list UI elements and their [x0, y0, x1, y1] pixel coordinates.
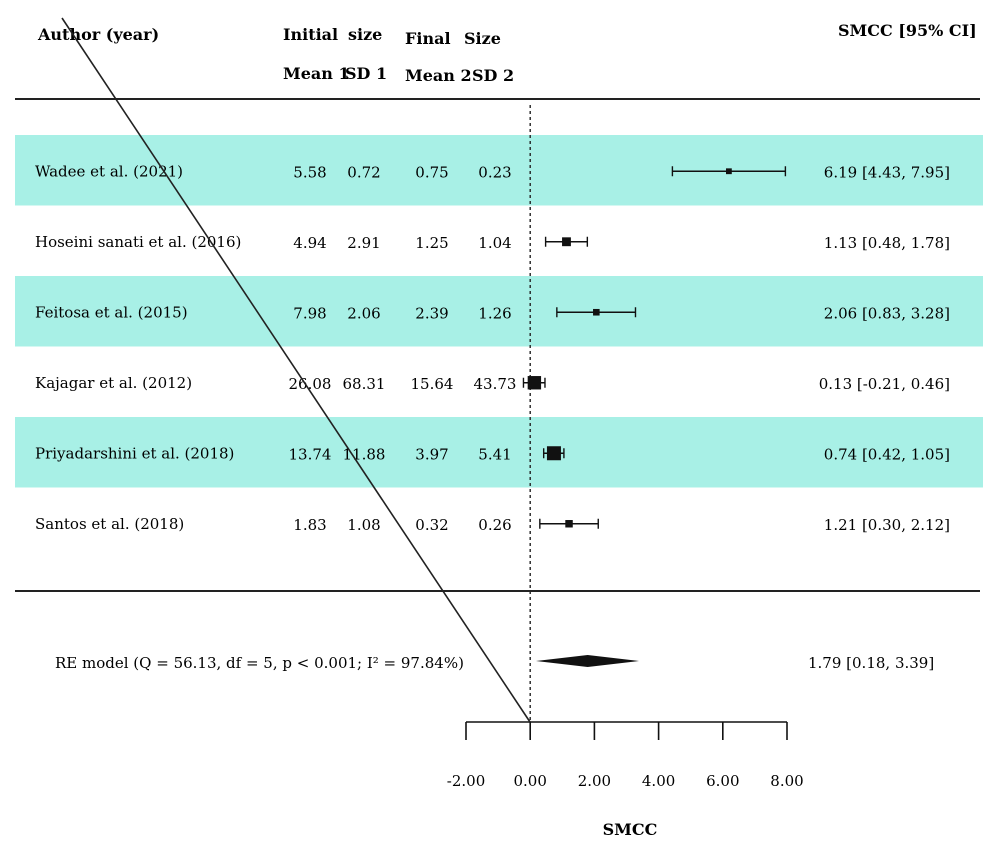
sd-2-value: 1.04 — [478, 234, 511, 252]
mean-2-value: 0.32 — [415, 516, 448, 534]
study-label: Wadee et al. (2021) — [35, 162, 183, 180]
x-axis-label: SMCC — [603, 820, 658, 839]
x-tick-label: 8.00 — [770, 772, 803, 790]
header-sd-2: SD 2 — [472, 66, 514, 85]
sd-2-value: 43.73 — [474, 375, 517, 393]
mean-2-value: 2.39 — [415, 304, 448, 322]
mean-1-value: 26.08 — [289, 375, 332, 393]
x-tick-label: 4.00 — [642, 772, 675, 790]
row-band — [15, 417, 983, 488]
sd-1-value: 2.91 — [347, 234, 380, 252]
summary-label: RE model (Q = 56.13, df = 5, p < 0.001; … — [55, 654, 464, 672]
study-label: Feitosa et al. (2015) — [35, 303, 188, 321]
x-tick-label: 2.00 — [578, 772, 611, 790]
point-estimate — [546, 446, 561, 461]
header-initial: Initial — [283, 25, 338, 44]
mean-2-value: 3.97 — [415, 445, 448, 463]
sd-1-value: 68.31 — [343, 375, 386, 393]
mean-2-value: 0.75 — [415, 163, 448, 181]
mean-2-value: 15.64 — [411, 375, 454, 393]
ci-text: 0.74 [0.42, 1.05] — [824, 445, 950, 463]
x-tick-label: 6.00 — [706, 772, 739, 790]
study-rows: Wadee et al. (2021) 5.58 0.72 0.75 0.23 6.19 … — [35, 162, 950, 534]
sd-2-value: 0.23 — [478, 163, 511, 181]
ci-text: 1.13 [0.48, 1.78] — [824, 234, 950, 252]
mean-2-value: 1.25 — [415, 234, 448, 252]
sd-1-value: 11.88 — [343, 445, 386, 463]
mean-1-value: 7.98 — [293, 304, 326, 322]
study-label: Kajagar et al. (2012) — [35, 374, 192, 392]
mean-1-value: 1.83 — [293, 516, 326, 534]
summary-ci-text: 1.79 [0.18, 3.39] — [808, 654, 934, 672]
sd-2-value: 0.26 — [478, 516, 511, 534]
header-mean-2: Mean 2 — [405, 66, 472, 85]
point-estimate — [565, 520, 573, 528]
header-effect: SMCC [95% CI] — [838, 21, 977, 40]
row-bands — [15, 135, 983, 488]
point-estimate — [527, 376, 542, 390]
header-mean-1: Mean 1 — [283, 64, 350, 83]
mean-1-value: 13.74 — [289, 445, 332, 463]
ci-text: 1.21 [0.30, 2.12] — [824, 516, 950, 534]
study-label: Santos et al. (2018) — [35, 515, 184, 533]
diagonal-line — [61, 17, 531, 723]
study-label: Priyadarshini et al. (2018) — [35, 444, 234, 462]
header-sd-1: SD 1 — [345, 64, 387, 83]
header-author: Author (year) — [37, 25, 159, 44]
sd-2-value: 1.26 — [478, 304, 511, 322]
ci-text: 6.19 [4.43, 7.95] — [824, 163, 950, 181]
x-axis: -2.00 0.00 2.00 4.00 6.00 8.00 — [447, 721, 804, 790]
point-estimate — [726, 168, 732, 175]
sd-1-value: 0.72 — [347, 163, 380, 181]
row-band — [15, 276, 983, 347]
header-size-2: Size — [464, 29, 501, 48]
ci-text: 2.06 [0.83, 3.28] — [824, 304, 950, 322]
sd-2-value: 5.41 — [478, 445, 511, 463]
point-estimate — [593, 308, 600, 316]
summary-diamond — [535, 655, 640, 667]
mean-1-value: 4.94 — [293, 234, 326, 252]
point-estimate — [562, 237, 571, 247]
sd-1-value: 1.08 — [347, 516, 380, 534]
x-tick-label: 0.00 — [513, 772, 546, 790]
ci-text: 0.13 [-0.21, 0.46] — [819, 375, 950, 393]
mean-1-value: 5.58 — [293, 163, 326, 181]
sd-1-value: 2.06 — [347, 304, 380, 322]
header-final: Final — [405, 29, 451, 48]
header-size-1: size — [348, 25, 382, 44]
study-label: Hoseini sanati et al. (2016) — [35, 233, 241, 251]
x-tick-label: -2.00 — [447, 772, 485, 790]
row-band — [15, 135, 983, 206]
